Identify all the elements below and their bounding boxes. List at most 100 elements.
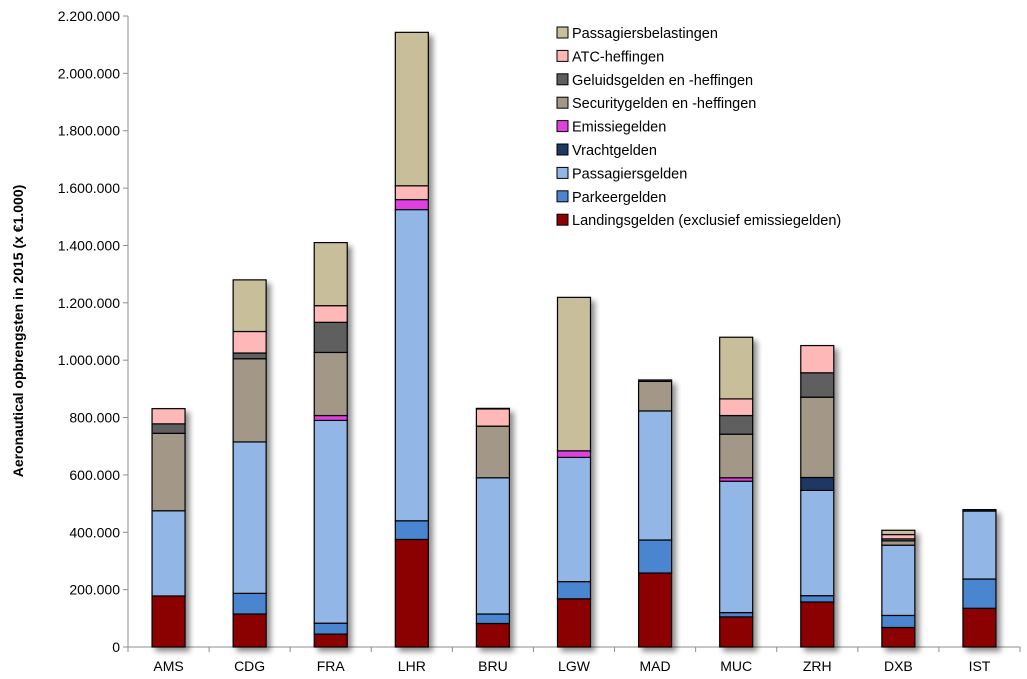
- bar-segment-zrh-2: [800, 489, 835, 597]
- bar-segment-muc-2: [719, 480, 754, 614]
- bar-stack-bru: [475, 407, 511, 648]
- y-tick-label: 2.000.000: [58, 65, 120, 81]
- y-tick-label: 400.000: [69, 524, 120, 540]
- bar-segment-zrh-7: [800, 344, 835, 374]
- bar-stack-muc: [719, 336, 754, 648]
- x-tick-label: DXB: [884, 658, 913, 674]
- x-tick-label: MUC: [720, 658, 752, 674]
- bar-segment-fra-0: [313, 633, 348, 648]
- bar-segment-zrh-0: [800, 601, 835, 648]
- legend-swatch: [556, 120, 569, 133]
- legend-label: Securitygelden en -heffingen: [572, 96, 756, 112]
- legend-label: Vrachtgelden: [572, 143, 657, 159]
- bar-segment-lhr-4: [394, 198, 429, 211]
- bar-segment-dxb-1: [881, 614, 916, 629]
- bar-segment-lgw-2: [556, 456, 592, 583]
- bar-segment-fra-8: [313, 241, 348, 307]
- bar-segment-lhr-7: [394, 185, 429, 201]
- y-tick-label: 600.000: [69, 467, 120, 483]
- bar-segment-muc-6: [719, 414, 754, 435]
- bar-segment-zrh-5: [800, 396, 835, 479]
- legend: Passagiersbelastingen ATC-heffingen Geluid…: [556, 26, 841, 229]
- x-tick-label: MAD: [640, 658, 671, 674]
- bar-segment-zrh-1: [800, 595, 835, 603]
- bar-segment-dxb-0: [881, 626, 916, 648]
- y-tick-label: 800.000: [69, 410, 120, 426]
- bar-segment-zrh-6: [800, 372, 835, 398]
- bar-segment-fra-7: [313, 305, 348, 323]
- legend-swatch: [556, 143, 569, 156]
- bar-segment-bru-7: [475, 408, 511, 427]
- y-axis: 0 200.000 400.000 600.000 800.000 1.000.000 1.…: [58, 8, 129, 655]
- bar-segment-mad-5: [637, 380, 673, 412]
- y-tick-label: 1.600.000: [58, 180, 120, 196]
- y-axis-title: Aeronautical opbrengsten in 2015 (x €1.0…: [10, 185, 26, 478]
- bar-segment-lhr-0: [394, 538, 429, 648]
- x-tick-label: BRU: [478, 658, 508, 674]
- bar-segment-cdg-0: [232, 613, 267, 648]
- y-tick-label: 2.200.000: [58, 8, 120, 24]
- bar-segment-lgw-0: [556, 598, 592, 648]
- bar-segment-ams-5: [151, 432, 186, 512]
- bar-segment-cdg-7: [232, 330, 267, 354]
- legend-swatch: [556, 49, 569, 62]
- bar-segment-fra-1: [313, 622, 348, 635]
- y-tick-label: 200.000: [69, 582, 120, 598]
- legend-label: Landingsgelden (exclusief emissiegelden): [572, 213, 841, 229]
- bar-segment-ist-2: [962, 510, 997, 580]
- bar-segment-ist-3: [962, 509, 997, 512]
- bar-stack-lgw: [556, 296, 592, 648]
- legend-swatch: [556, 96, 569, 109]
- legend-swatch: [556, 166, 569, 179]
- x-tick-label: AMS: [153, 658, 183, 674]
- bar-stack-dxb: [881, 529, 916, 648]
- y-tick-label: 1.200.000: [58, 295, 120, 311]
- x-tick-label: FRA: [317, 658, 346, 674]
- bar-stack-ams: [151, 408, 186, 648]
- bar-stack-ist: [962, 509, 997, 648]
- bar-segment-cdg-5: [232, 358, 267, 443]
- bar-stack-fra: [313, 241, 348, 648]
- bar-stack-zrh: [800, 344, 835, 648]
- bar-segment-fra-5: [313, 351, 348, 417]
- bar-segment-bru-2: [475, 477, 511, 615]
- bar-segment-dxb-7: [881, 533, 916, 540]
- legend-swatch: [556, 190, 569, 203]
- bar-segment-fra-2: [313, 419, 348, 624]
- legend-label: Emissiegelden: [572, 120, 666, 136]
- bar-segment-cdg-6: [232, 352, 267, 360]
- x-tick-label: ZRH: [803, 658, 832, 674]
- bar-segment-zrh-3: [800, 476, 835, 491]
- bar-segment-muc-8: [719, 336, 754, 400]
- x-tick-label: IST: [969, 658, 991, 674]
- bar-segment-mad-1: [637, 539, 673, 574]
- legend-swatch: [556, 26, 569, 39]
- bar-segment-mad-0: [637, 572, 673, 648]
- bar-segment-ams-2: [151, 510, 186, 597]
- bar-segment-muc-5: [719, 433, 754, 479]
- bar-segment-muc-1: [719, 611, 754, 618]
- legend-label: ATC-heffingen: [572, 49, 664, 65]
- bar-stack-mad: [637, 379, 673, 648]
- bar-segment-lhr-1: [394, 520, 429, 541]
- bar-segment-lgw-8: [556, 296, 592, 452]
- bar-segment-mad-6: [637, 379, 673, 383]
- bar-segment-lhr-2: [394, 209, 429, 522]
- bar-segment-ist-0: [962, 607, 997, 648]
- bar-segment-fra-4: [313, 414, 348, 422]
- bar-stack-lhr: [394, 31, 429, 648]
- bars: [151, 31, 997, 648]
- x-axis: AMS CDG FRA LHR BRU LGW MAD MUC ZRH DXB IST: [127, 646, 1021, 674]
- legend-label: Passagiersgelden: [572, 166, 687, 182]
- bar-stack-cdg: [232, 279, 267, 648]
- x-tick-label: LHR: [398, 658, 426, 674]
- bar-segment-bru-0: [475, 622, 511, 648]
- bar-segment-bru-1: [475, 613, 511, 625]
- bar-segment-lgw-4: [556, 450, 592, 459]
- y-tick-label: 1.000.000: [58, 352, 120, 368]
- bar-segment-bru-5: [475, 425, 511, 479]
- legend-label: Passagiersbelastingen: [572, 26, 718, 42]
- bar-segment-mad-2: [637, 410, 673, 541]
- x-tick-label: LGW: [558, 658, 591, 674]
- legend-swatch: [556, 213, 569, 226]
